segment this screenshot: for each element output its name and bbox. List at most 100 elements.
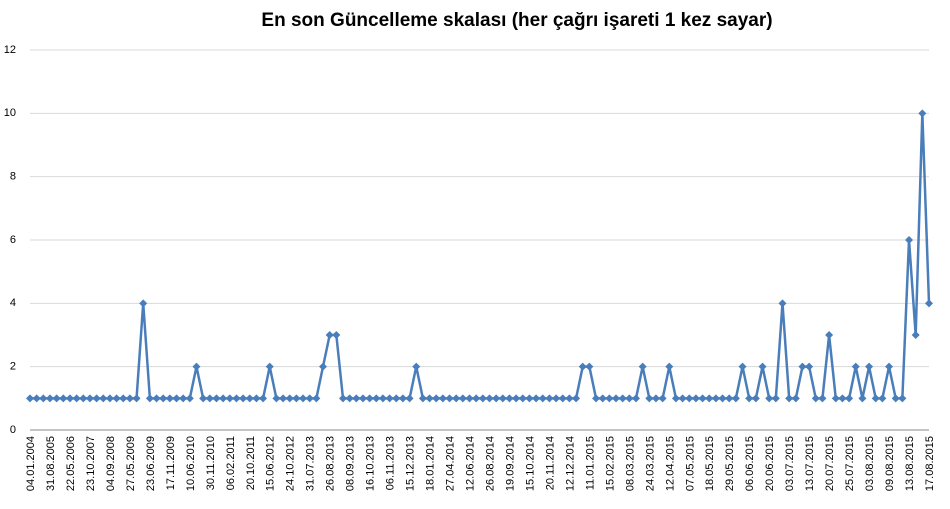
marker (825, 331, 834, 339)
y-tick-label: 0 (10, 424, 16, 436)
marker (731, 394, 740, 403)
x-tick-label: 15.02.2015 (604, 436, 616, 491)
marker (891, 394, 900, 403)
x-tick-label: 23.10.2007 (85, 436, 97, 491)
marker (139, 299, 148, 308)
marker (492, 394, 501, 403)
marker (79, 394, 88, 403)
y-tick-label: 2 (10, 361, 16, 373)
marker (645, 394, 654, 403)
x-tick-label: 06.02.2011 (225, 436, 237, 490)
x-tick-label: 27.05.2009 (125, 436, 137, 491)
marker (232, 394, 241, 403)
marker (72, 394, 81, 403)
marker (392, 394, 401, 403)
x-tick-label: 24.10.2012 (285, 436, 297, 491)
marker (771, 394, 780, 403)
marker (838, 394, 847, 403)
marker (505, 394, 514, 403)
marker (612, 394, 621, 403)
x-tick-label: 20.07.2015 (824, 436, 836, 491)
marker (805, 362, 814, 371)
marker (691, 394, 700, 403)
x-tick-label: 20.10.2011 (245, 436, 257, 490)
marker (285, 394, 294, 403)
marker (65, 394, 74, 403)
marker (798, 362, 807, 371)
x-tick-label: 20.11.2014 (544, 436, 556, 490)
x-tick-label: 11.01.2015 (584, 436, 596, 490)
x-tick-label: 07.05.2015 (684, 436, 696, 491)
marker (52, 394, 61, 403)
marker (398, 394, 407, 403)
marker (532, 394, 541, 403)
marker (92, 394, 101, 403)
marker (26, 394, 34, 403)
marker (205, 394, 214, 403)
marker (711, 394, 720, 403)
x-tick-label: 06.06.2015 (744, 436, 756, 491)
x-tick-label: 12.06.2014 (465, 436, 477, 491)
marker (885, 362, 894, 371)
marker (858, 394, 867, 403)
marker (745, 394, 754, 403)
marker (525, 394, 534, 403)
marker (831, 394, 840, 403)
x-tick-label: 16.10.2013 (365, 436, 377, 491)
marker (472, 394, 481, 403)
marker (112, 394, 121, 403)
marker (385, 394, 394, 403)
marker (485, 394, 494, 403)
marker (245, 394, 254, 403)
x-tick-label: 15.10.2014 (524, 436, 536, 491)
marker (145, 394, 154, 403)
marker (299, 394, 308, 403)
marker (265, 362, 274, 371)
x-tick-label: 03.07.2015 (784, 436, 796, 491)
marker (598, 394, 607, 403)
marker (465, 394, 474, 403)
marker (119, 394, 128, 403)
marker (498, 394, 507, 403)
line (30, 112, 931, 400)
x-tick-label: 22.05.2006 (65, 436, 77, 491)
x-tick-label: 08.03.2015 (624, 436, 636, 491)
marker (625, 394, 634, 403)
marker (685, 394, 694, 403)
marker (778, 299, 787, 308)
marker (352, 394, 361, 403)
x-tick-label: 09.08.2015 (884, 436, 896, 491)
marker (365, 394, 374, 403)
marker (718, 394, 727, 403)
marker (658, 394, 667, 403)
marker (272, 394, 281, 403)
marker (671, 394, 680, 403)
marker (445, 394, 454, 403)
x-tick-label: 30.11.2010 (205, 436, 217, 490)
marker (651, 394, 660, 403)
marker (292, 394, 301, 403)
marker (585, 362, 594, 371)
marker (552, 394, 561, 403)
marker (705, 394, 714, 403)
marker (312, 394, 321, 403)
marker (105, 394, 114, 403)
marker (452, 394, 461, 403)
x-tick-label: 10.06.2010 (185, 436, 197, 491)
marker (192, 362, 201, 371)
x-tick-label: 17.08.2015 (924, 436, 936, 491)
marker (518, 394, 527, 403)
marker (725, 394, 734, 403)
x-tick-label: 24.03.2015 (644, 436, 656, 491)
marker (871, 394, 880, 403)
marker (219, 394, 228, 403)
x-tick-label: 31.07.2013 (305, 436, 317, 491)
marker (372, 394, 381, 403)
marker (279, 394, 288, 403)
marker (338, 394, 347, 403)
marker (911, 331, 920, 339)
marker (125, 394, 134, 403)
marker (432, 394, 441, 403)
x-tick-label: 26.08.2013 (325, 436, 337, 491)
